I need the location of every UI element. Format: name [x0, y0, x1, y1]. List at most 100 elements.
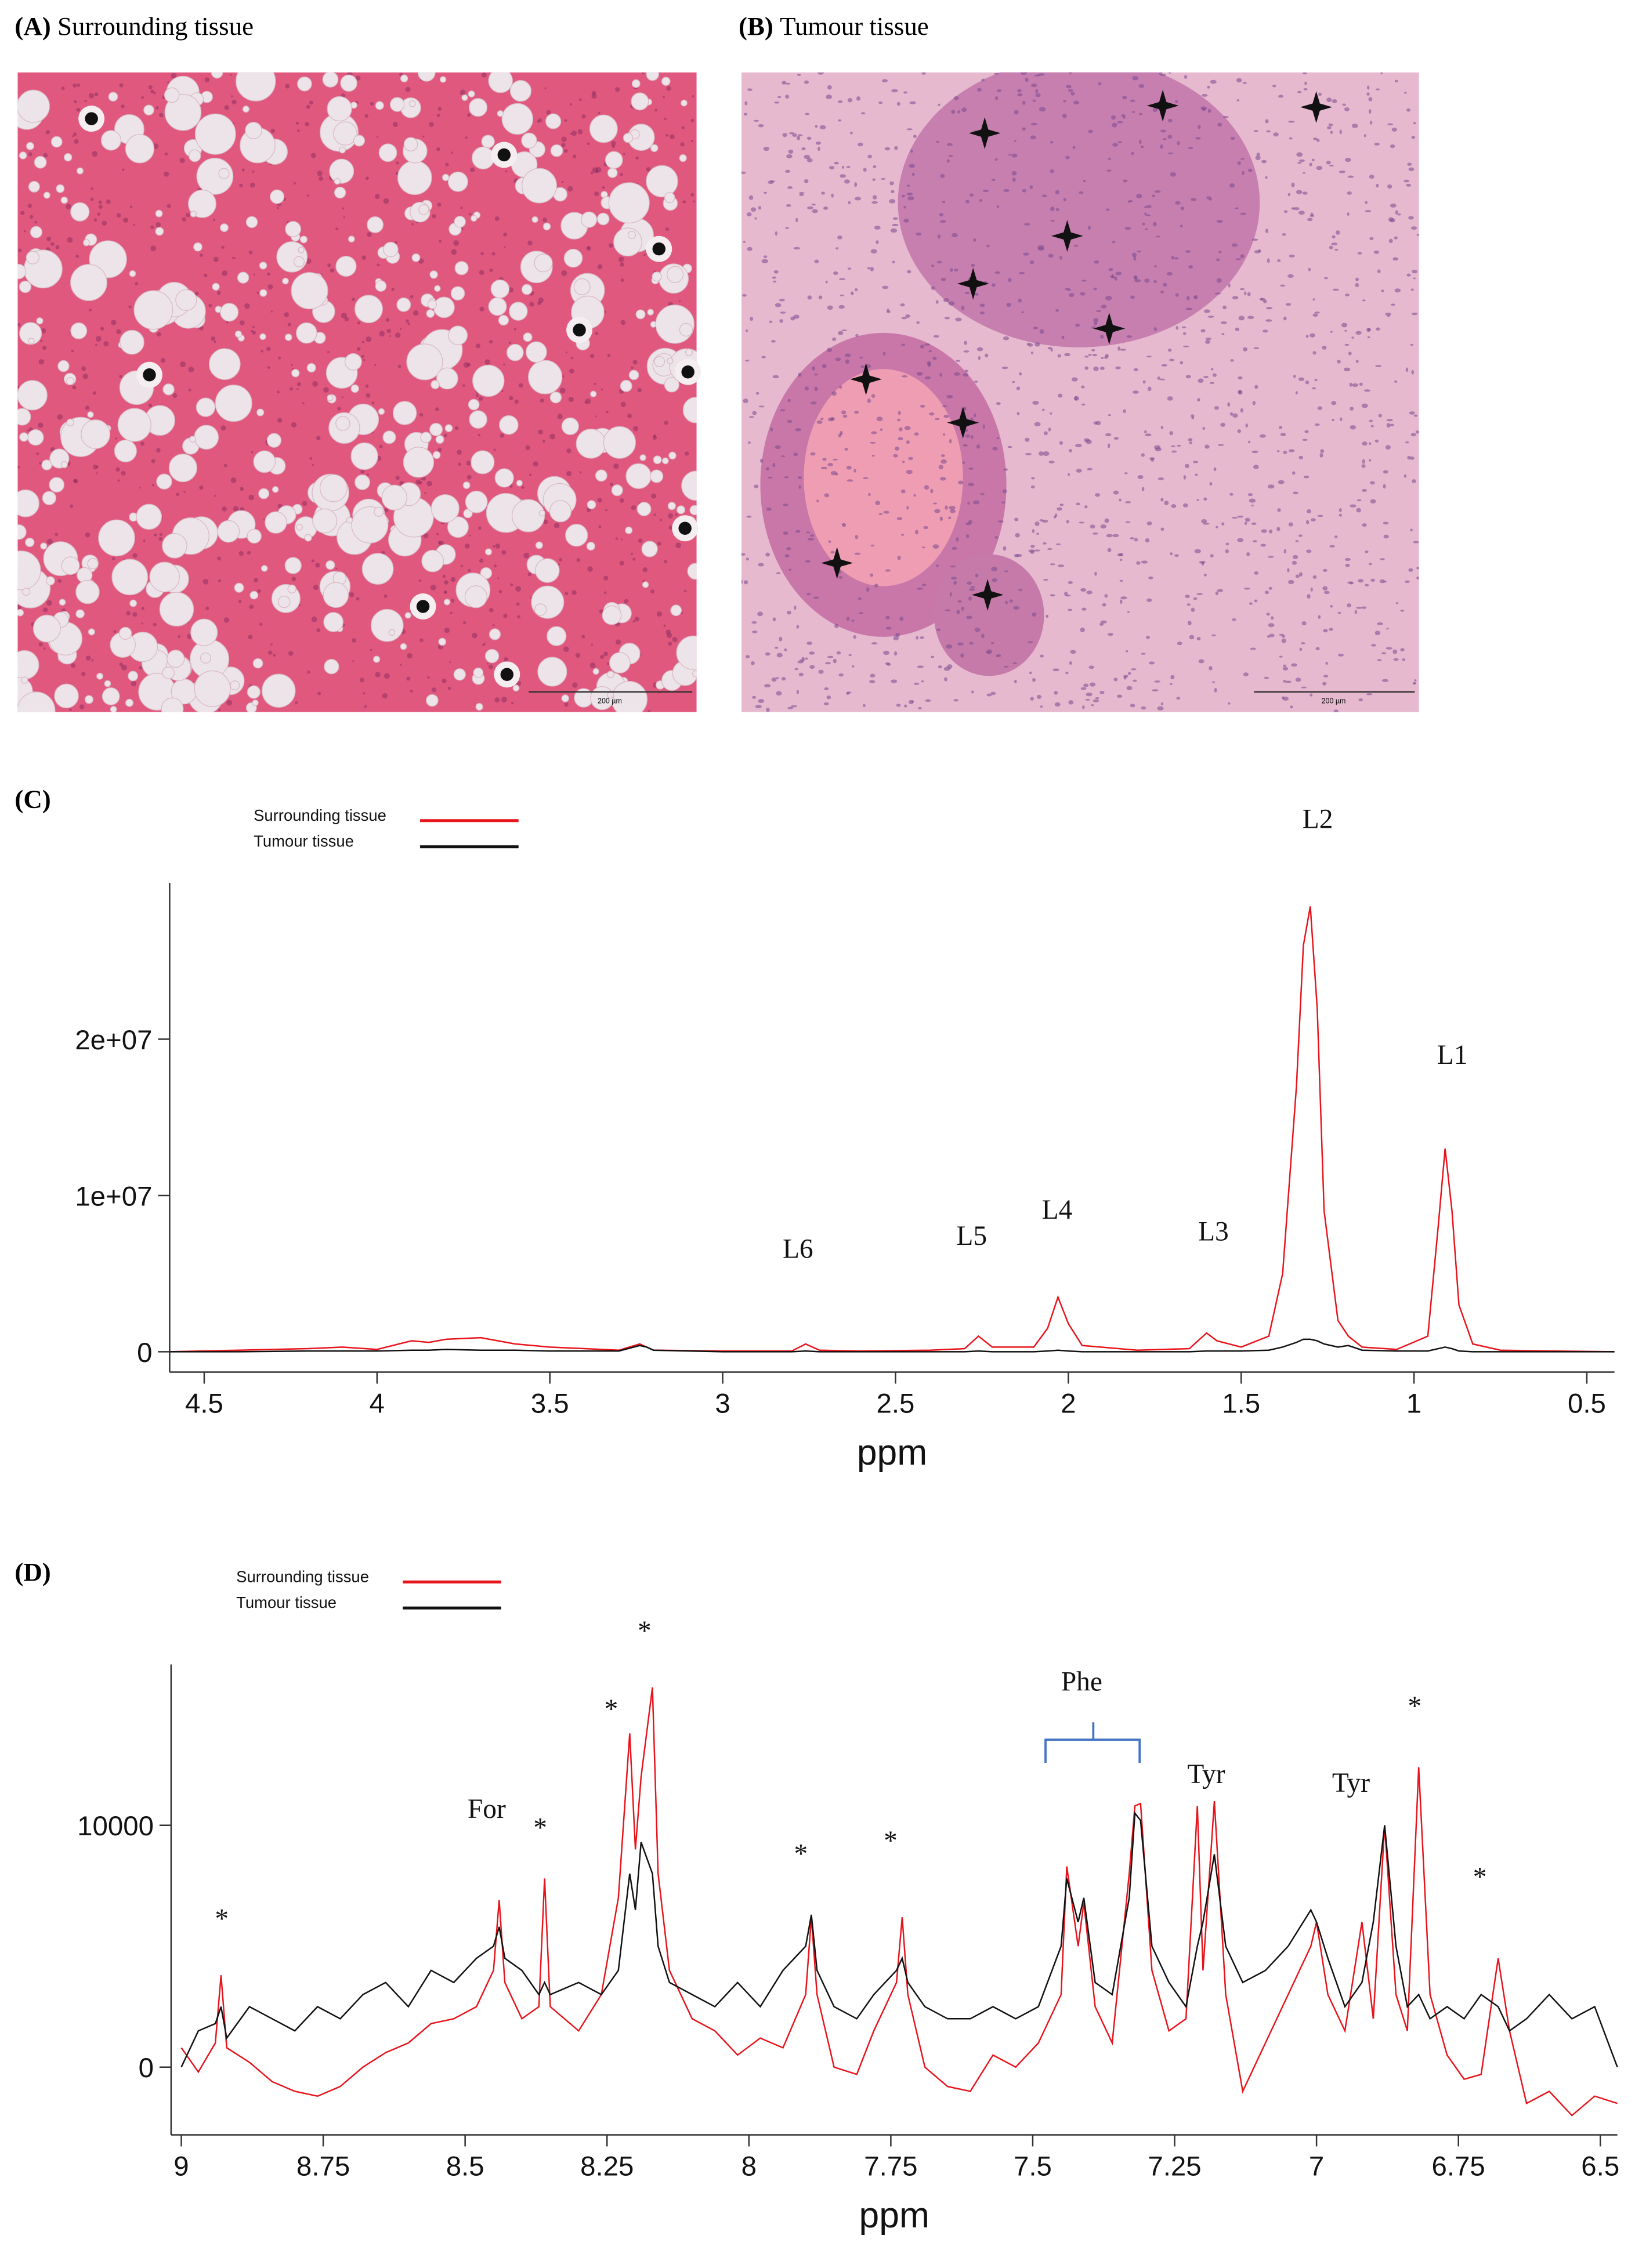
texture — [253, 273, 255, 276]
nucleus — [1413, 682, 1416, 684]
nucleus — [924, 376, 931, 380]
nucleus — [1393, 658, 1399, 661]
texture — [663, 624, 666, 627]
nucleus — [1189, 441, 1192, 444]
nucleus — [979, 199, 983, 202]
nucleus — [1117, 141, 1122, 144]
nucleus — [1251, 522, 1257, 526]
nucleus — [855, 288, 858, 292]
nucleus — [1264, 590, 1269, 595]
texture — [240, 320, 245, 325]
texture — [620, 262, 624, 267]
texture — [620, 173, 623, 176]
nucleus — [1361, 403, 1368, 408]
nucleus — [1310, 693, 1313, 697]
nucleus — [1302, 191, 1308, 195]
texture — [668, 525, 673, 530]
nucleus — [1198, 125, 1201, 129]
texture — [623, 153, 625, 155]
texture — [311, 559, 314, 563]
nucleus — [783, 503, 788, 506]
fat-vacuole — [418, 204, 429, 215]
fat-vacuole — [17, 650, 39, 680]
nucleus — [745, 655, 750, 658]
fat-vacuole — [26, 251, 40, 265]
nucleus — [1019, 372, 1022, 376]
fat-vacuole — [188, 189, 216, 218]
texture — [493, 448, 496, 451]
texture — [527, 240, 533, 246]
texture — [103, 341, 109, 347]
fat-vacuole — [323, 612, 343, 632]
fat-vacuole — [34, 155, 47, 169]
nucleus — [1265, 307, 1272, 310]
nucleus — [794, 606, 797, 610]
nucleus — [1258, 249, 1261, 253]
nucleus — [1048, 461, 1055, 463]
nucleus — [818, 146, 820, 151]
nucleus — [1093, 287, 1097, 291]
fat-vacuole — [194, 113, 236, 155]
nucleus — [822, 364, 827, 368]
texture — [352, 638, 356, 643]
texture — [189, 389, 191, 392]
texture — [34, 220, 38, 224]
nucleus — [1092, 532, 1098, 535]
nucleus — [1003, 336, 1010, 340]
texture — [36, 452, 39, 455]
nucleus — [1307, 594, 1311, 599]
nucleus — [1357, 252, 1362, 255]
nucleus — [996, 437, 1000, 440]
nucleus — [1141, 453, 1145, 457]
texture — [525, 445, 530, 450]
nucleus — [1267, 258, 1270, 263]
nucleus — [1312, 575, 1317, 579]
nucleus — [1034, 342, 1040, 347]
spectrum-line — [180, 1687, 1618, 2117]
fat-vacuole — [17, 550, 41, 590]
fat-vacuole — [409, 100, 416, 107]
texture — [349, 592, 355, 597]
nucleus — [1390, 144, 1395, 148]
nucleus — [1030, 485, 1035, 489]
fat-vacuole — [110, 706, 117, 712]
nucleus — [1231, 243, 1238, 247]
fat-vacuole — [164, 87, 180, 103]
nucleus — [1302, 72, 1307, 75]
texture — [572, 154, 577, 158]
fat-vacuole — [667, 357, 674, 364]
texture — [579, 98, 582, 102]
texture — [405, 86, 411, 92]
texture — [451, 249, 457, 255]
texture — [426, 481, 432, 487]
nucleus — [1200, 329, 1206, 333]
texture — [277, 418, 283, 423]
fat-vacuole — [429, 422, 443, 436]
nucleus — [859, 612, 863, 614]
nucleus — [1310, 587, 1313, 592]
nucleus — [1084, 355, 1089, 358]
texture — [357, 321, 361, 325]
fat-vacuole — [346, 517, 353, 524]
nucleus — [1030, 352, 1034, 354]
nucleus — [837, 100, 843, 103]
fat-vacuole — [196, 158, 234, 195]
texture — [214, 494, 216, 497]
nucleus — [1174, 554, 1179, 557]
nucleus — [1088, 665, 1095, 669]
nucleus — [1132, 390, 1139, 394]
nucleus — [871, 201, 878, 204]
nucleus — [1232, 296, 1239, 300]
nucleus — [841, 410, 847, 415]
nucleus — [1312, 313, 1318, 317]
nucleus — [1344, 157, 1351, 162]
nucleus — [1329, 245, 1333, 249]
nucleus — [798, 485, 801, 489]
nucleus — [758, 699, 765, 704]
nucleus — [1320, 449, 1324, 454]
fat-vacuole — [335, 255, 357, 277]
nucleus — [882, 352, 886, 356]
nucleus — [829, 165, 835, 170]
nucleus — [1366, 92, 1370, 96]
nucleus — [1362, 299, 1366, 302]
